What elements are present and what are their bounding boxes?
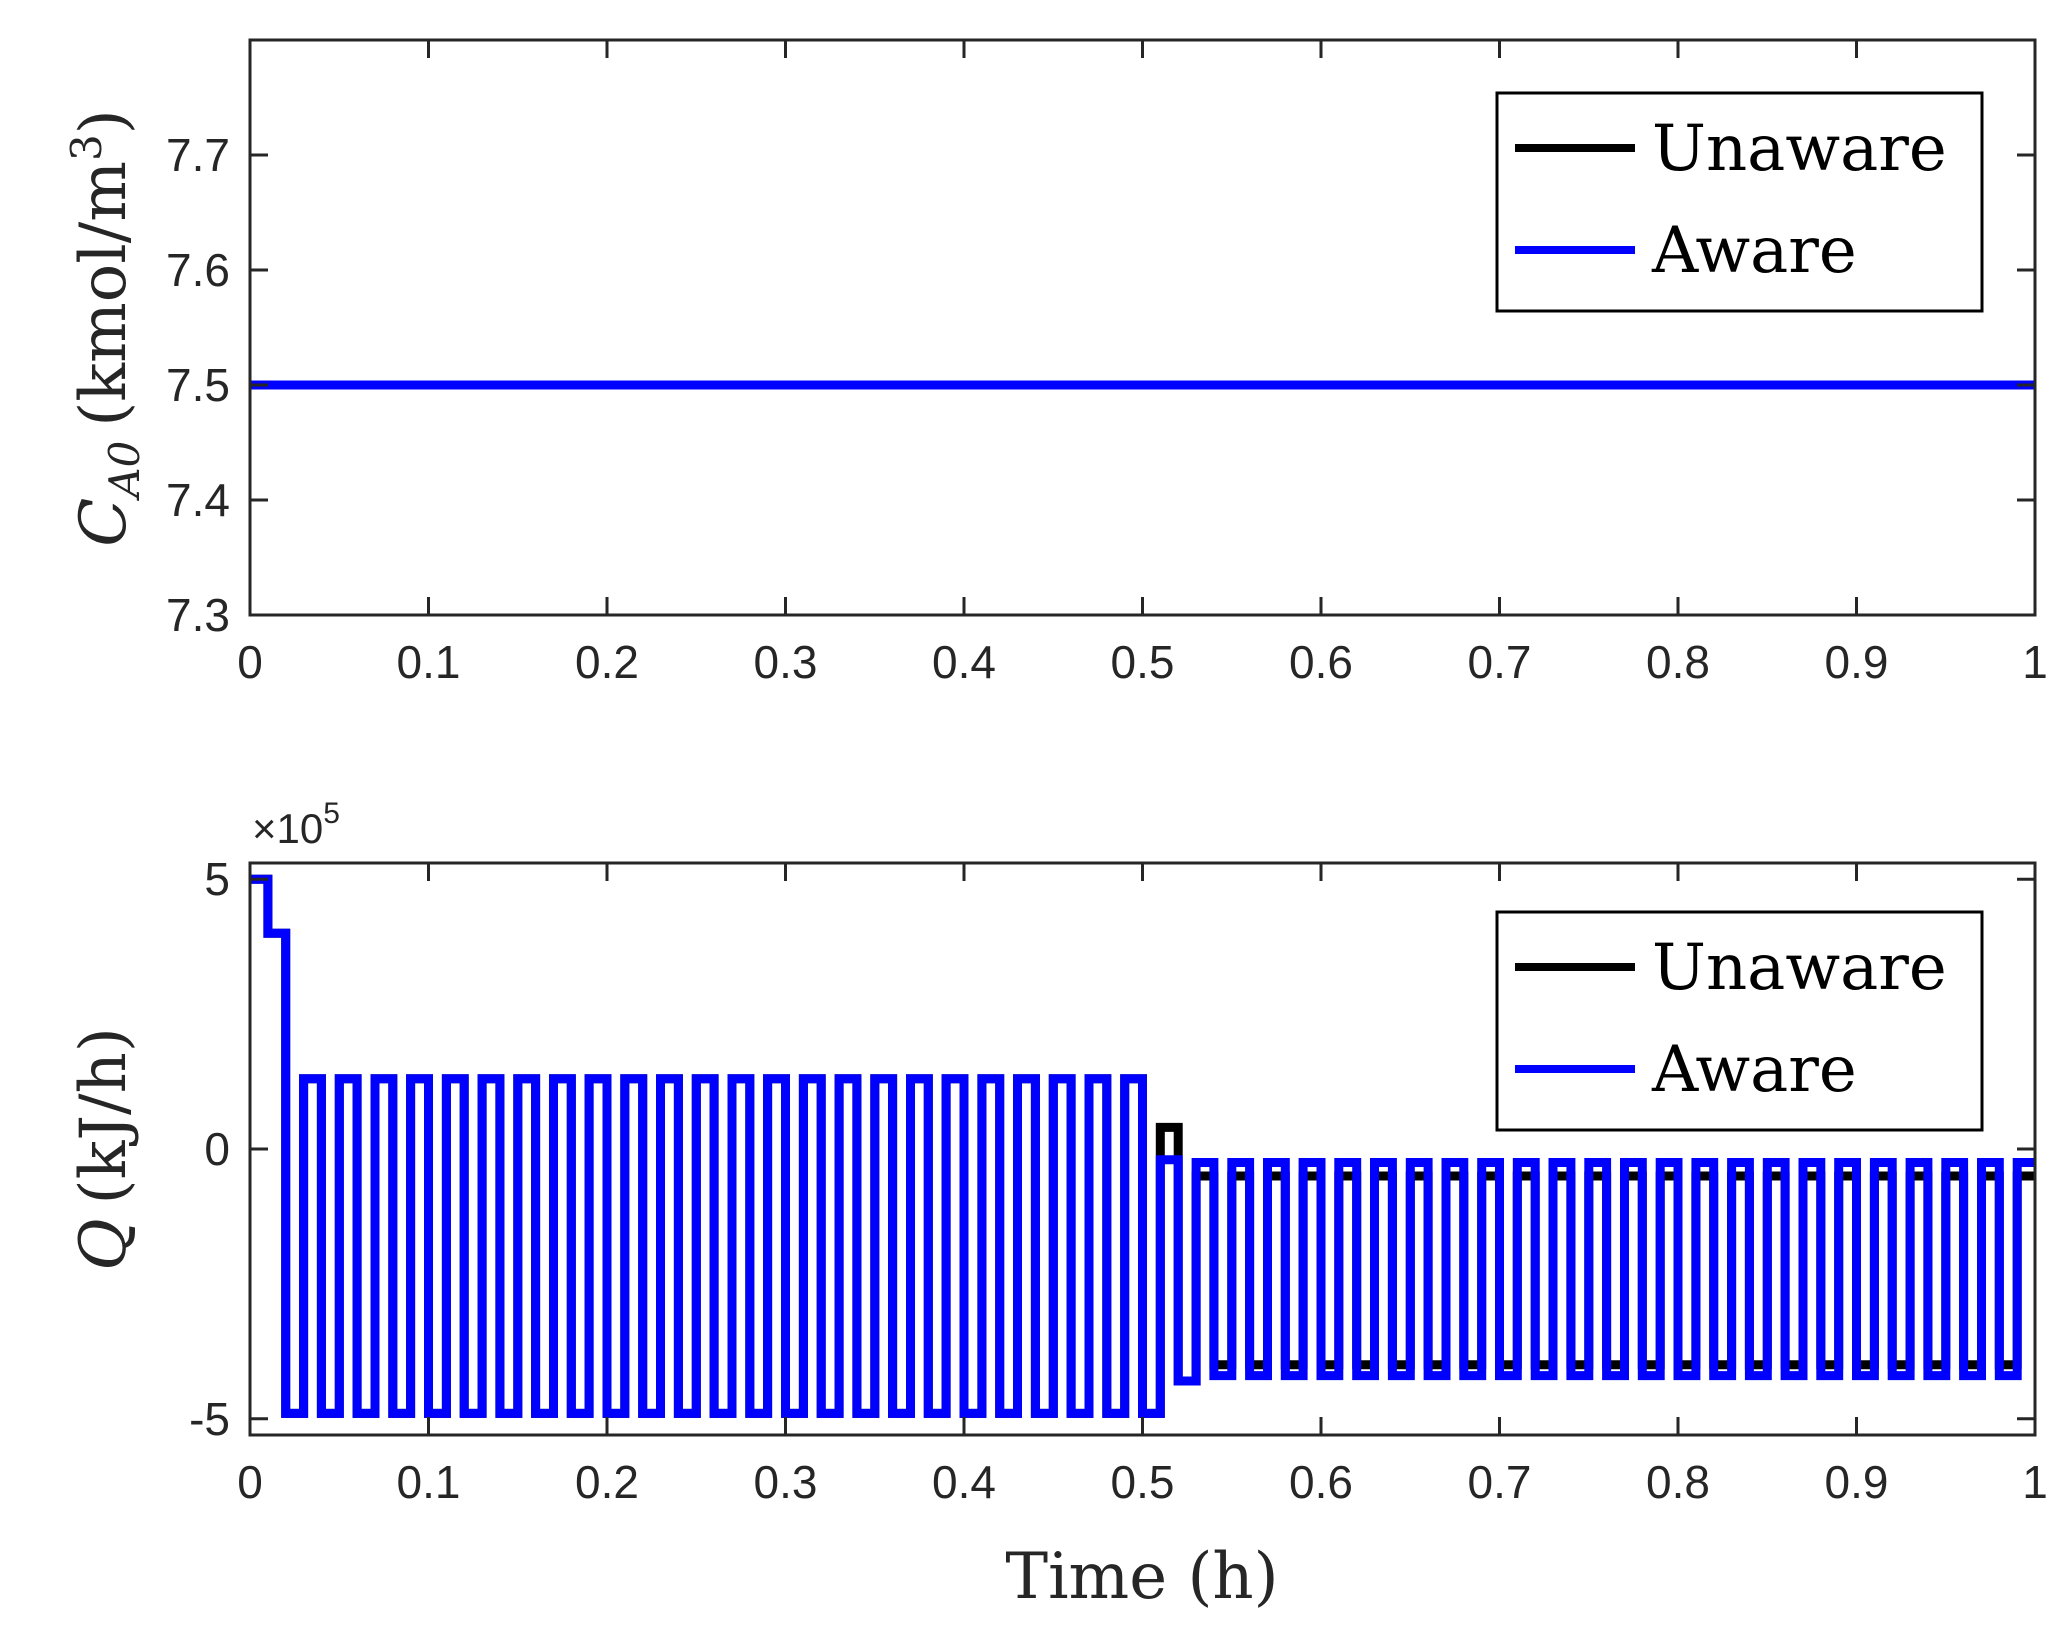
ca0-x-tick-label: 0.8	[1646, 636, 1710, 688]
q-x-tick-label: 1	[2022, 1456, 2048, 1508]
q-x-tick-label: 0.6	[1289, 1456, 1353, 1508]
ca0-x-tick-label: 0.4	[932, 636, 996, 688]
q-x-tick-label: 0	[237, 1456, 263, 1508]
ca0-legend-box	[1495, 91, 1984, 313]
ca0-x-tick-label: 0.1	[397, 636, 461, 688]
q-x-tick-label: 0.1	[397, 1456, 461, 1508]
ca0-legend-label-aware: Aware	[1651, 214, 1857, 288]
ca0-y-tick-label: 7.3	[166, 589, 230, 641]
q-legend: Unaware Aware	[1495, 910, 1984, 1132]
ca0-ylabel-units: (kmol/m	[67, 161, 141, 427]
ca0-legend: Unaware Aware	[1495, 91, 1984, 313]
ca0-ylabel-sup: 3	[62, 134, 111, 161]
q-legend-label-unaware: Unaware	[1652, 931, 1947, 1005]
ca0-y-tick-label: 7.7	[166, 129, 230, 181]
q-y-tick-label: 5	[204, 853, 230, 905]
ca0-x-tick-label: 0	[237, 636, 263, 688]
ca0-axes: 0 0.1 0.2 0.3 0.4 0.5 0.6 0.7 0.8 0.9 1 7.37.47.57…	[62, 38, 2048, 688]
ca0-x-ticks: 0 0.1 0.2 0.3 0.4 0.5 0.6 0.7 0.8 0.9 1	[237, 40, 2048, 688]
ca0-y-tick-label: 7.4	[166, 474, 230, 526]
q-legend-box	[1495, 910, 1984, 1132]
q-axes: 0 0.1 0.2 0.3 0.4 0.5 0.6 0.7 0.8 0.9 1 -505 ×105 …	[67, 797, 2048, 1614]
ca0-ylabel-sub: A0	[100, 441, 149, 502]
ca0-y-ticks: 7.3 7.4 7.5 7.6 7.7	[166, 129, 2035, 641]
ca0-x-tick-label: 0.7	[1468, 636, 1532, 688]
q-x-tick-label: 0.7	[1468, 1456, 1532, 1508]
q-y-tick-label: 0	[204, 1123, 230, 1175]
q-x-tick-label: 0.8	[1646, 1456, 1710, 1508]
ca0-y-tick-label: 7.6	[166, 244, 230, 296]
ca0-y-axis-title: CA0 (kmol/m3)	[62, 109, 149, 546]
q-x-ticks: 0 0.1 0.2 0.3 0.4 0.5 0.6 0.7 0.8 0.9 1	[237, 863, 2048, 1508]
q-legend-label-aware: Aware	[1651, 1033, 1857, 1107]
ca0-y-tick-label: 7.5	[166, 359, 230, 411]
q-series-group	[250, 874, 2035, 1418]
q-exponent-label: ×105	[252, 797, 340, 852]
q-x-tick-label: 0.2	[575, 1456, 639, 1508]
ca0-x-tick-label: 0.9	[1825, 636, 1889, 688]
q-exponent-base: ×10	[252, 805, 323, 852]
ca0-x-tick-label: 1	[2022, 636, 2048, 688]
q-x-tick-label: 0.4	[932, 1456, 996, 1508]
q-x-axis-title: Time (h)	[1005, 1540, 1278, 1614]
q-y-tick-label: -5	[189, 1393, 230, 1445]
ca0-legend-label-unaware: Unaware	[1652, 112, 1947, 186]
q-x-tick-label: 0.3	[754, 1456, 818, 1508]
q-ylabel-units: (kJ/h)	[67, 1027, 141, 1204]
ca0-x-tick-label: 0.6	[1289, 636, 1353, 688]
q-x-tick-label: 0.5	[1111, 1456, 1175, 1508]
q-exponent-power: 5	[323, 797, 340, 830]
q-y-axis-title: Q (kJ/h)	[67, 1027, 141, 1271]
ca0-x-tick-label: 0.2	[575, 636, 639, 688]
q-series-aware	[250, 874, 2035, 1418]
ca0-x-tick-label: 0.5	[1111, 636, 1175, 688]
q-y-ticks: -5 0 5	[189, 853, 2035, 1445]
q-ylabel-main: Q	[67, 1218, 141, 1270]
q-x-tick-label: 0.9	[1825, 1456, 1889, 1508]
ca0-ylabel-main: C	[67, 498, 141, 547]
ca0-ylabel-close: )	[67, 109, 141, 134]
ca0-x-tick-label: 0.3	[754, 636, 818, 688]
